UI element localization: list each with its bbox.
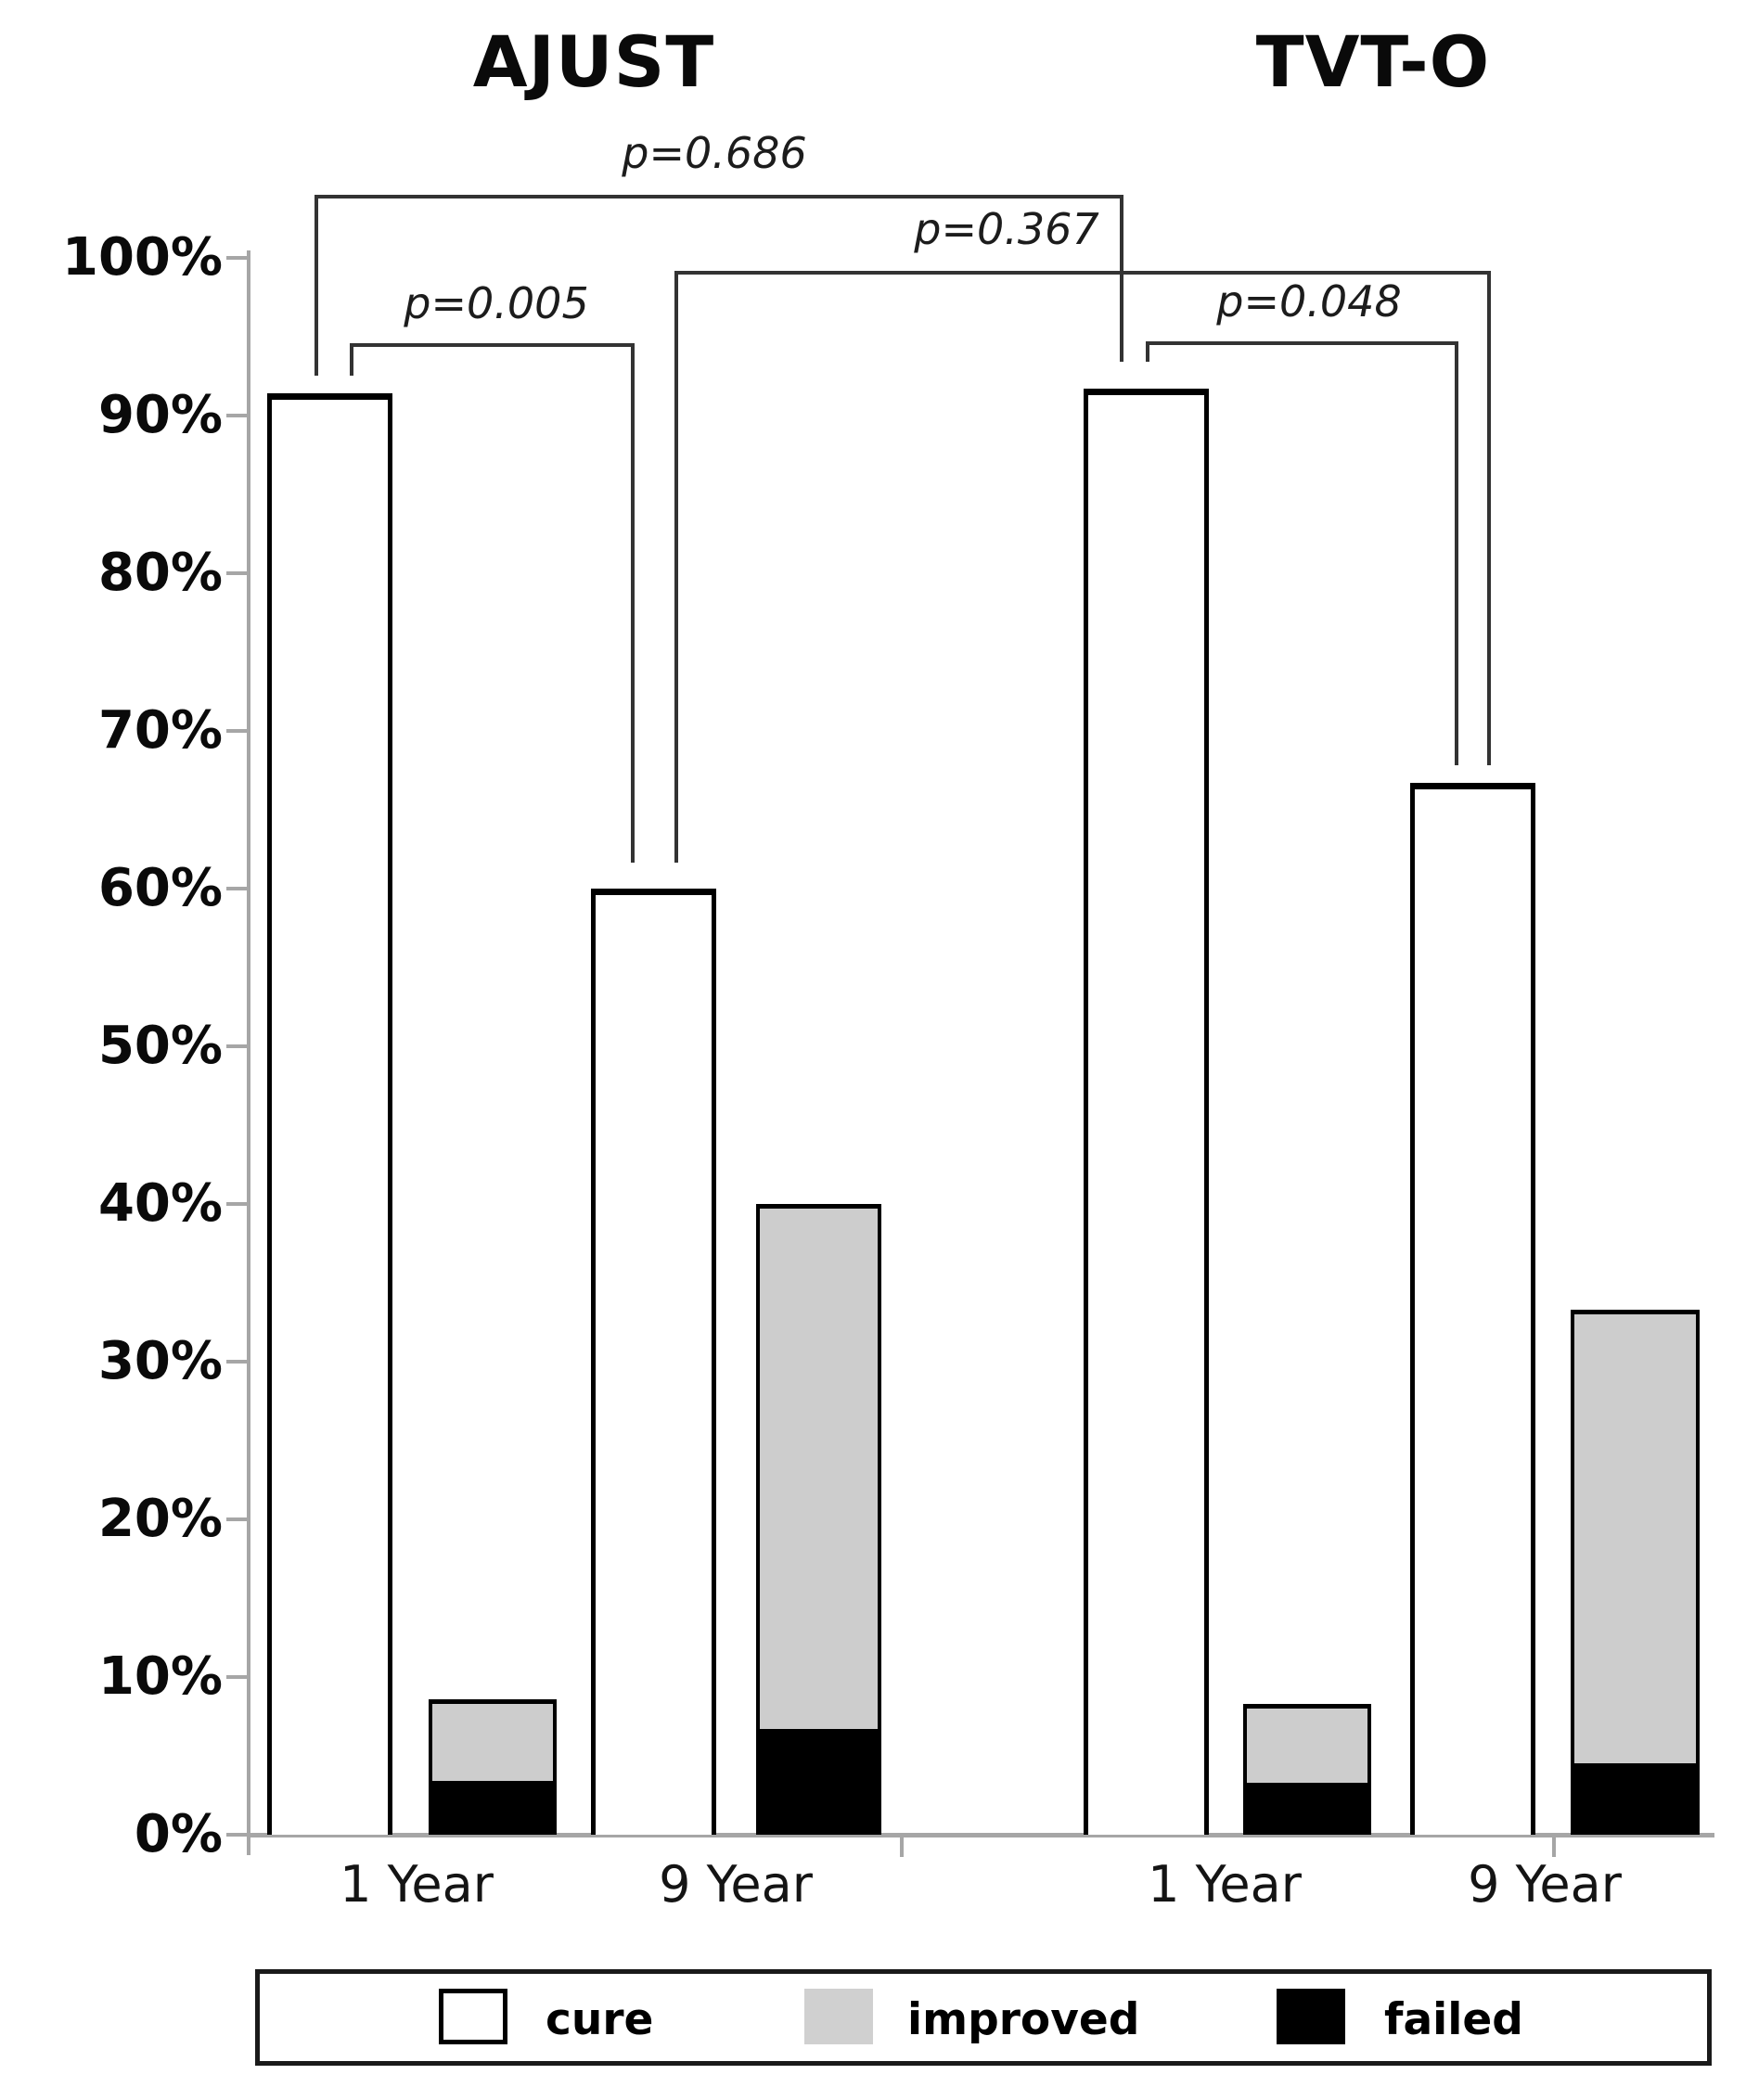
y-tick xyxy=(226,729,249,733)
y-tick xyxy=(226,1202,249,1206)
y-tick xyxy=(226,571,249,575)
y-tick-label: 40% xyxy=(97,1173,223,1234)
y-tick-label: 60% xyxy=(97,858,223,918)
bracket-drop-left xyxy=(315,195,318,376)
y-tick xyxy=(226,414,249,417)
bar-failed-segment xyxy=(756,1729,881,1835)
x-label-ajust-9year: 9 Year xyxy=(659,1855,813,1914)
group-title-ajust: AJUST xyxy=(472,20,715,103)
bracket-drop-right xyxy=(1487,271,1491,765)
bracket-drop-left xyxy=(350,343,353,376)
bar-stacked xyxy=(1243,1703,1371,1835)
legend-swatch-improved xyxy=(804,1989,873,2044)
y-tick-label: 30% xyxy=(97,1331,223,1391)
y-tick-label: 20% xyxy=(97,1489,223,1549)
y-tick-label: 80% xyxy=(97,543,223,603)
bracket-line xyxy=(674,271,1491,275)
bar-failed-segment xyxy=(1243,1782,1371,1835)
p-value-label-686: p=0.686 xyxy=(622,128,807,178)
x-tick xyxy=(900,1837,904,1857)
legend-label-failed: failed xyxy=(1384,1994,1523,2045)
y-tick-label: 70% xyxy=(97,700,223,761)
y-tick-label: 0% xyxy=(134,1804,223,1864)
bar-cure xyxy=(267,393,392,1835)
bracket-drop-left xyxy=(674,271,678,863)
y-tick-label: 90% xyxy=(97,385,223,445)
bracket-line xyxy=(1146,341,1458,345)
bracket-drop-right xyxy=(631,343,635,863)
x-tick xyxy=(1552,1837,1556,1857)
y-tick xyxy=(226,1517,249,1521)
bar-stacked xyxy=(1571,1309,1700,1835)
bar-failed-segment xyxy=(1571,1763,1700,1835)
legend: cure improved failed xyxy=(255,1969,1712,2066)
legend-label-cure: cure xyxy=(546,1994,654,2045)
p-value-label-048: p=0.048 xyxy=(1216,276,1402,327)
bracket-drop-right xyxy=(1120,195,1123,362)
y-tick-label: 100% xyxy=(61,227,223,288)
bracket-line xyxy=(350,343,635,347)
bar-failed-segment xyxy=(429,1781,557,1835)
bar-cure xyxy=(1084,389,1209,1835)
legend-swatch-cure xyxy=(439,1989,507,2044)
x-label-ajust-1year: 1 Year xyxy=(340,1855,494,1914)
bar-stacked xyxy=(429,1698,557,1835)
bar-stacked xyxy=(756,1204,881,1835)
y-tick-label: 10% xyxy=(97,1646,223,1707)
y-tick xyxy=(226,256,249,260)
y-axis-line xyxy=(247,250,250,1855)
x-axis-line xyxy=(247,1833,1714,1838)
y-tick xyxy=(226,887,249,890)
group-title-tvto: TVT-O xyxy=(1255,20,1491,103)
x-label-tvto-9year: 9 Year xyxy=(1468,1855,1622,1914)
x-label-tvto-1year: 1 Year xyxy=(1148,1855,1302,1914)
bracket-line xyxy=(315,195,1123,198)
bar-cure xyxy=(1410,783,1535,1835)
legend-label-improved: improved xyxy=(907,1994,1140,2045)
p-value-label-367: p=0.367 xyxy=(914,204,1099,254)
y-tick xyxy=(226,1833,249,1837)
bar-cure xyxy=(591,889,716,1835)
y-tick xyxy=(226,1360,249,1364)
y-tick-label: 50% xyxy=(97,1016,223,1076)
p-value-label-005: p=0.005 xyxy=(404,278,589,328)
y-tick xyxy=(226,1044,249,1048)
y-tick xyxy=(226,1675,249,1679)
bracket-drop-left xyxy=(1146,341,1149,362)
bracket-drop-right xyxy=(1455,341,1458,765)
legend-swatch-failed xyxy=(1277,1989,1345,2044)
